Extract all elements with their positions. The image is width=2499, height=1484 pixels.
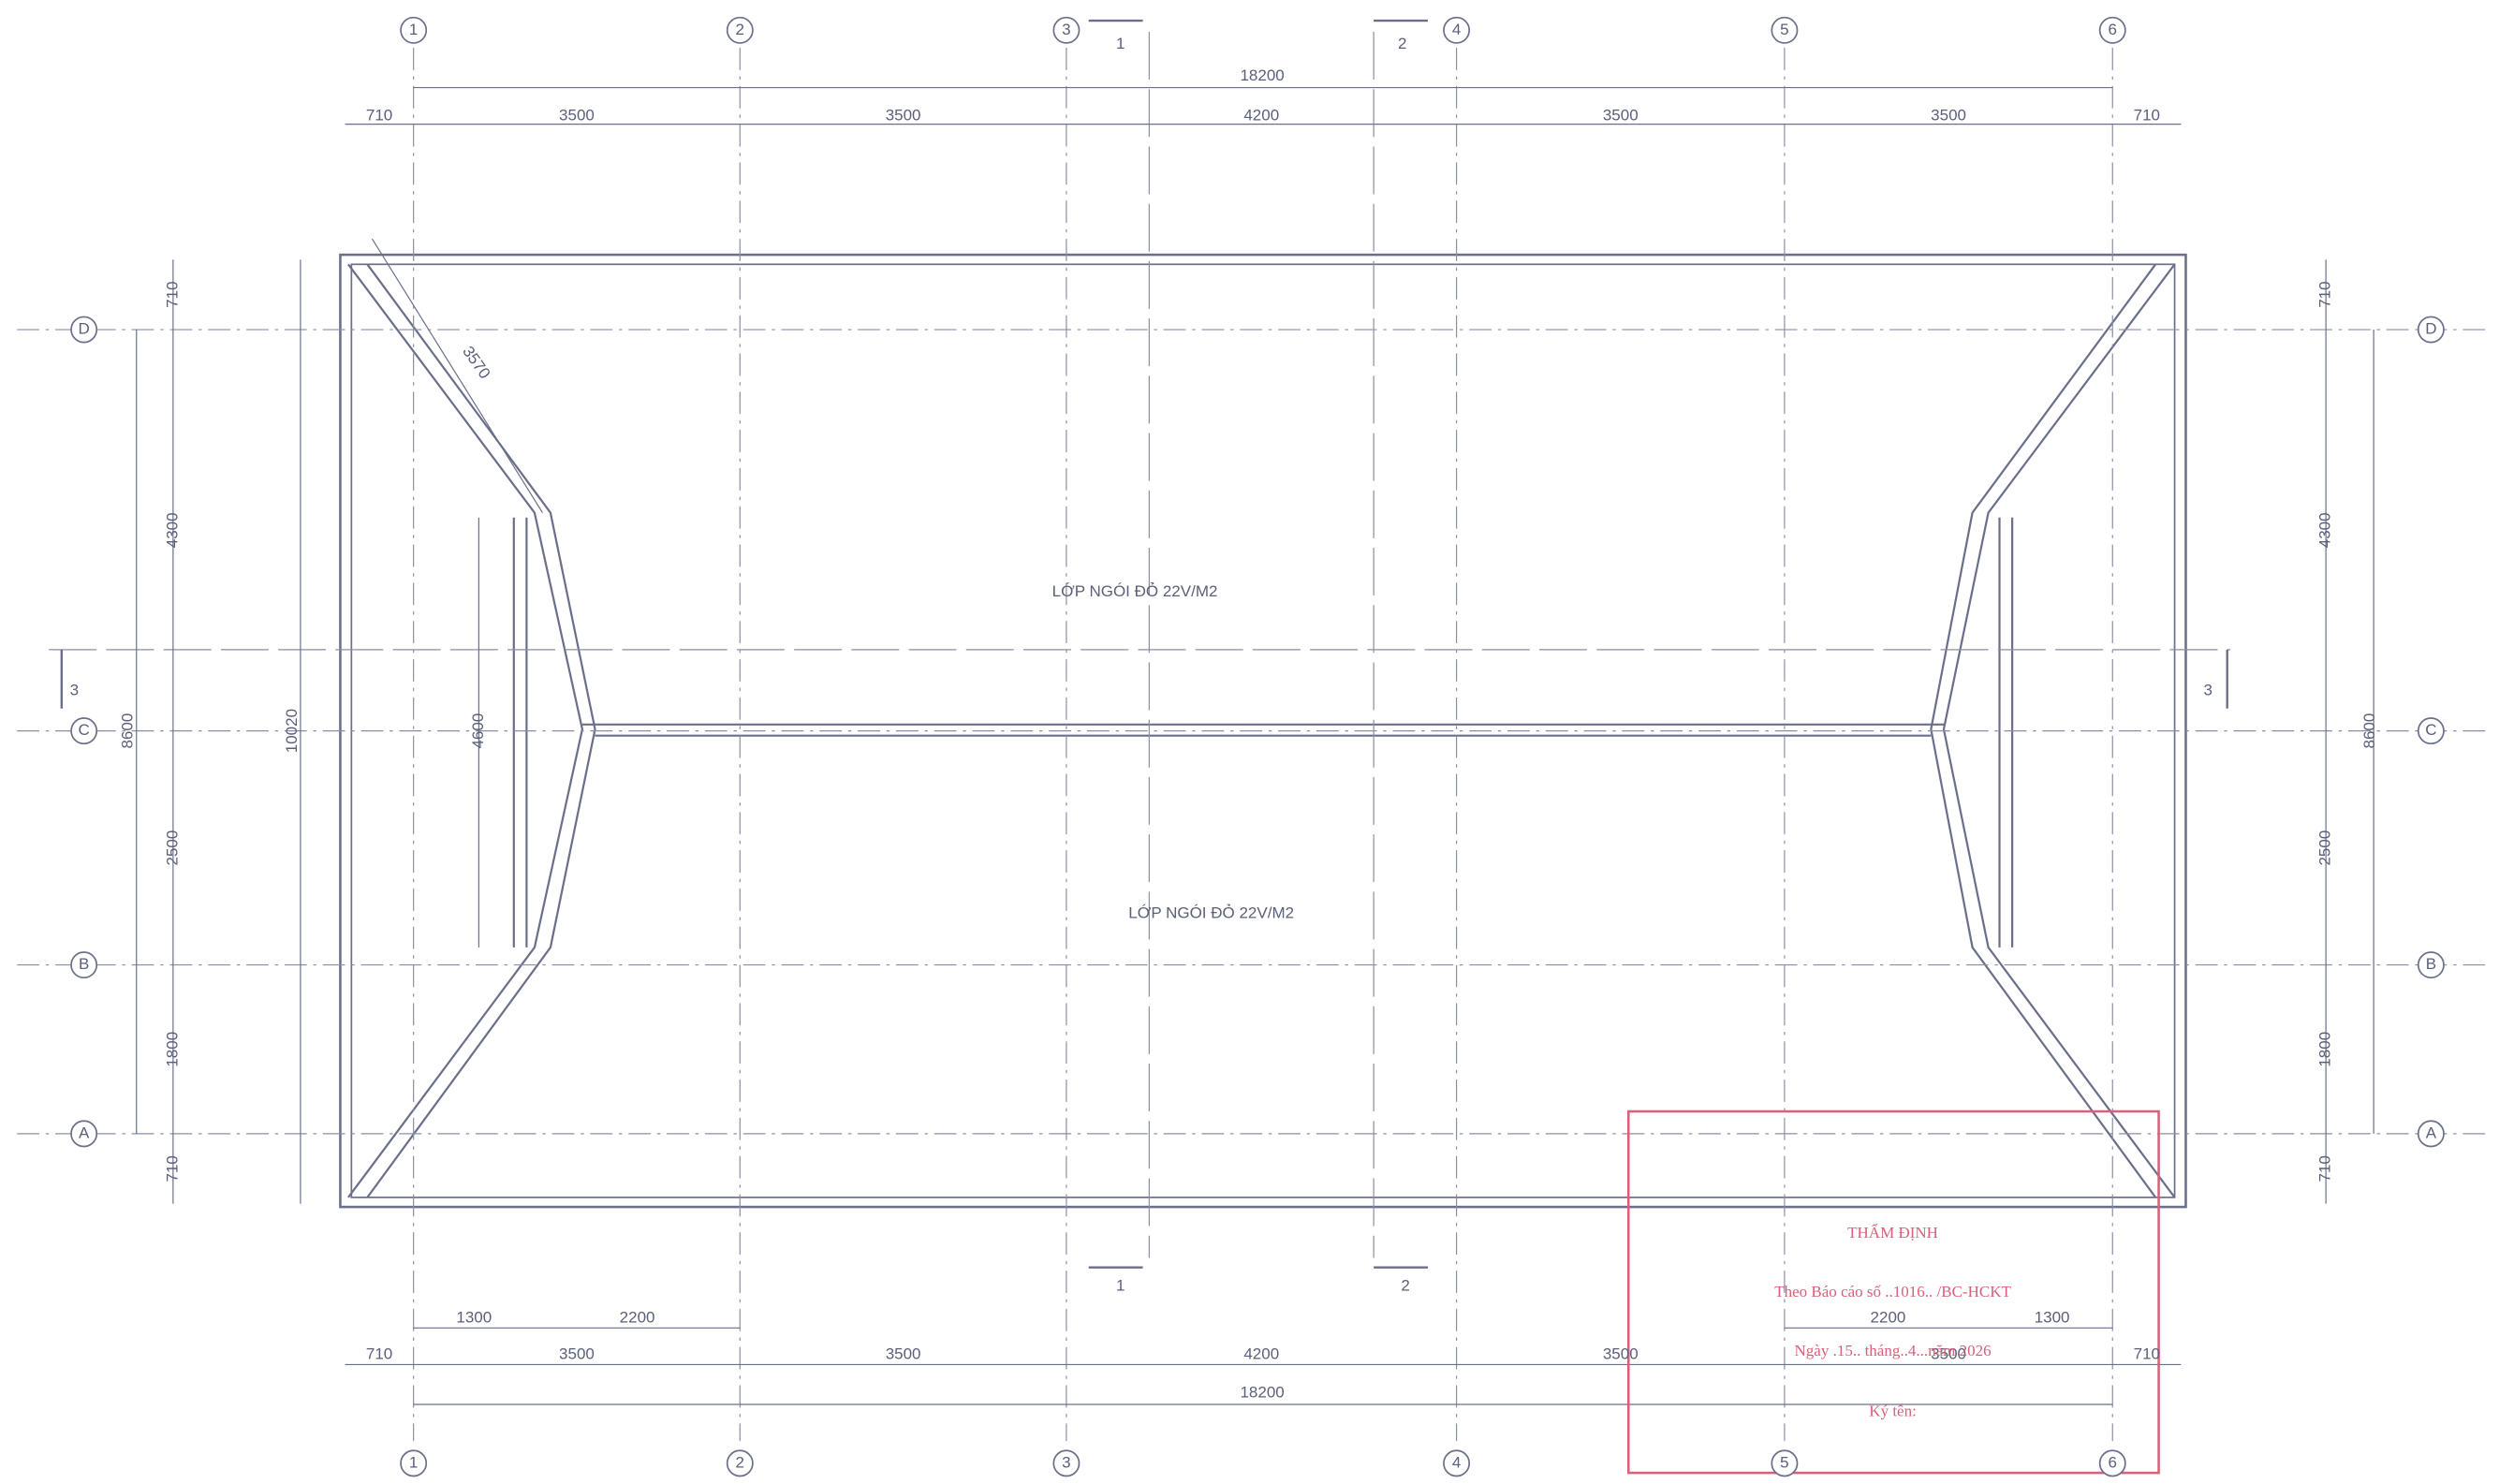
dimension-text: 710: [2316, 1155, 2334, 1182]
roof-label: LỚP NGÓI ĐỎ 22V/M2: [1052, 582, 1218, 600]
dimension-text: 710: [2134, 107, 2160, 125]
dimension-text: 10020: [283, 709, 301, 753]
dimension-text: 2200: [1871, 1309, 1906, 1327]
grid-label: 3: [1062, 21, 1070, 38]
dimension-text: 18200: [1240, 66, 1284, 84]
dimension-text: 710: [366, 107, 392, 125]
dimension-text: 4200: [1243, 107, 1279, 125]
grid-bubble: [2417, 1120, 2445, 1148]
dimension-text: 2200: [620, 1309, 655, 1327]
grid-label: D: [78, 320, 89, 338]
grid-label: 1: [409, 21, 418, 38]
grid-label: 6: [2109, 1453, 2117, 1471]
grid-bubble: [70, 316, 98, 344]
grid-label: 1: [409, 1453, 418, 1471]
grid-label: B: [2426, 955, 2436, 973]
dimension-text: 3500: [886, 107, 921, 125]
stamp-frame: [1626, 1109, 2160, 1475]
grid-label: 6: [2109, 21, 2117, 38]
stamp-line: Ngày .15.. tháng..4...năm 2026: [1795, 1342, 1992, 1359]
grid-label: 4: [1452, 1453, 1461, 1471]
grid-bubble: [1052, 16, 1080, 44]
dimension-text: 3500: [559, 1345, 595, 1363]
dimension-text: 3500: [1931, 107, 1966, 125]
grid-bubble: [1052, 1449, 1080, 1477]
grid-bubble: [400, 1449, 428, 1477]
grid-bubble: [70, 717, 98, 745]
dimension-text: 3570: [459, 343, 493, 382]
grid-bubble: [1443, 16, 1471, 44]
dimension-text: 8600: [2360, 713, 2378, 749]
dimension-text: 1300: [2035, 1309, 2070, 1327]
dimension-text: 710: [366, 1345, 392, 1363]
grid-label: A: [79, 1124, 90, 1141]
dimension-lines: [136, 86, 2374, 1405]
section-mark: 3: [2204, 682, 2212, 699]
dimension-text: 1800: [163, 1032, 181, 1067]
grid-bubble: [1443, 1449, 1471, 1477]
grid-bubble: [1771, 16, 1799, 44]
grid-label: 5: [1780, 21, 1788, 38]
grid-label: B: [79, 955, 89, 973]
grid-label: D: [2425, 320, 2436, 338]
stamp-line: Theo Báo cáo số ..1016.. /BC-HCKT: [1774, 1283, 2011, 1300]
grid-label: 3: [1062, 1453, 1070, 1471]
section-mark: 1: [1116, 1277, 1125, 1295]
section-arrows: [60, 19, 2228, 1269]
stamp-line: Ký tên:: [1869, 1402, 1917, 1419]
dimension-text: 4300: [2316, 512, 2334, 548]
grid-label: 5: [1780, 1453, 1788, 1471]
grid-label: A: [2426, 1124, 2437, 1141]
dimension-text: 710: [2134, 1345, 2160, 1363]
grid-bubble: [70, 1120, 98, 1148]
grid-bubble: [400, 16, 428, 44]
dimension-text: 3500: [1931, 1345, 1966, 1363]
roof-ridges: [347, 263, 2176, 1198]
stamp-title: THẨM ĐỊNH: [1847, 1224, 1938, 1242]
grid-bubble: [2417, 316, 2445, 344]
grid-label: 2: [736, 21, 744, 38]
dimension-text: 1300: [456, 1309, 492, 1327]
dimension-text: 710: [2316, 281, 2334, 307]
grid-bubble: [2098, 1449, 2126, 1477]
dimension-text: 4600: [469, 713, 487, 749]
dimension-text: 3500: [1603, 107, 1639, 125]
dimension-text: 2500: [163, 830, 181, 866]
section-mark: 3: [70, 682, 79, 699]
dimension-text: 3500: [886, 1345, 921, 1363]
section-mark: 1: [1116, 35, 1125, 52]
grid-label: 2: [736, 1453, 744, 1471]
grid-label: C: [78, 721, 89, 739]
roof-label: LỚP NGÓI ĐỎ 22V/M2: [1128, 904, 1294, 922]
grid-bubble: [726, 1449, 754, 1477]
dimension-text: 3500: [1603, 1345, 1639, 1363]
grid-bubble: [726, 16, 754, 44]
grid-lines: [17, 32, 2486, 1442]
grid-bubble: [2098, 16, 2126, 44]
dimension-text: 18200: [1240, 1384, 1284, 1402]
section-mark: 2: [1398, 35, 1406, 52]
grid-label: 4: [1452, 21, 1461, 38]
grid-bubble: [2417, 717, 2445, 745]
dimension-text: 1800: [2316, 1032, 2334, 1067]
dimension-text: 3500: [559, 107, 595, 125]
dimension-text: 8600: [119, 713, 137, 749]
dimension-text: 4200: [1243, 1345, 1279, 1363]
dimension-text: 710: [163, 281, 181, 307]
grid-bubble: [1771, 1449, 1799, 1477]
grid-bubble: [2417, 951, 2445, 979]
dimension-text: 4300: [163, 512, 181, 548]
grid-bubble: [70, 951, 98, 979]
grid-label: C: [2425, 721, 2436, 739]
section-mark: 2: [1401, 1277, 1409, 1295]
dimension-text: 710: [163, 1155, 181, 1182]
dimension-text: 2500: [2316, 830, 2334, 866]
